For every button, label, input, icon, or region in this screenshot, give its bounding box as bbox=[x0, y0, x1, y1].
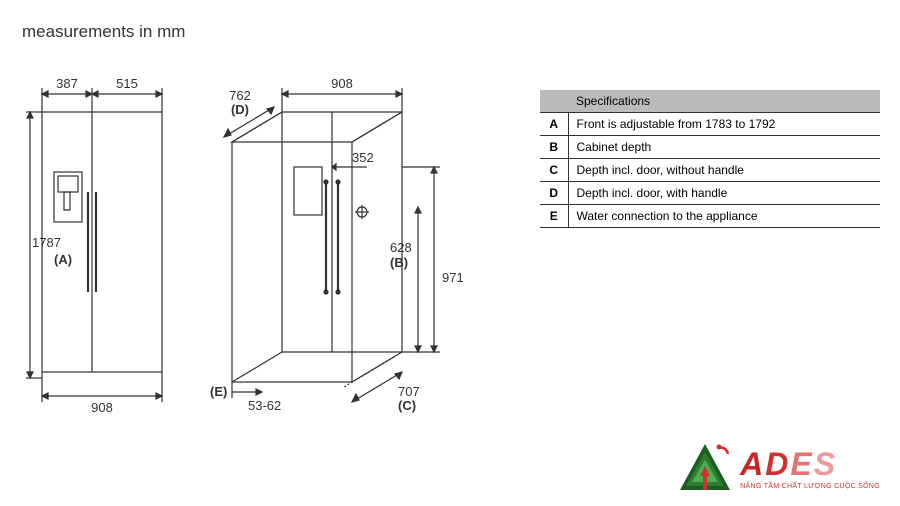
diagram-title: measurements in mm bbox=[22, 22, 185, 42]
dim-front-right: 515 bbox=[116, 76, 138, 91]
dim-door-depth: 707 bbox=[398, 384, 420, 399]
dim-cabinet: 628 bbox=[390, 240, 412, 255]
dim-cabinet-key: (B) bbox=[390, 255, 408, 270]
table-row: CDepth incl. door, without handle bbox=[540, 159, 880, 182]
dim-depth-key: (D) bbox=[231, 102, 249, 117]
dim-handle-h: 971 bbox=[442, 270, 464, 285]
logo-triangle-icon bbox=[678, 440, 732, 496]
spec-header: Specifications bbox=[568, 90, 880, 113]
logo-tagline: NÂNG TẦM CHẤT LƯỢNG CUỘC SỐNG bbox=[740, 483, 880, 490]
dim-dispenser: 352 bbox=[352, 150, 374, 165]
dim-height-key: (A) bbox=[54, 252, 72, 267]
dim-water: 53-62 bbox=[248, 398, 281, 413]
dim-front-left: 387 bbox=[56, 76, 78, 91]
spec-body: AFront is adjustable from 1783 to 1792 B… bbox=[540, 113, 880, 228]
dimension-diagram: 387 515 908 bbox=[22, 52, 512, 432]
logo-name: ADES bbox=[740, 446, 880, 483]
brand-logo: ADES NÂNG TẦM CHẤT LƯỢNG CUỘC SỐNG bbox=[678, 440, 880, 496]
dim-iso-width: 908 bbox=[331, 76, 353, 91]
table-row: BCabinet depth bbox=[540, 136, 880, 159]
dim-door-key: (C) bbox=[398, 398, 416, 413]
dim-depth: 762 bbox=[229, 88, 251, 103]
dim-water-key: (E) bbox=[210, 384, 227, 399]
table-row: AFront is adjustable from 1783 to 1792 bbox=[540, 113, 880, 136]
dim-height: 1787 bbox=[32, 235, 61, 250]
table-row: EWater connection to the appliance bbox=[540, 205, 880, 228]
spec-table: Specifications AFront is adjustable from… bbox=[540, 90, 880, 228]
table-row: DDepth incl. door, with handle bbox=[540, 182, 880, 205]
dim-front-width: 908 bbox=[91, 400, 113, 415]
